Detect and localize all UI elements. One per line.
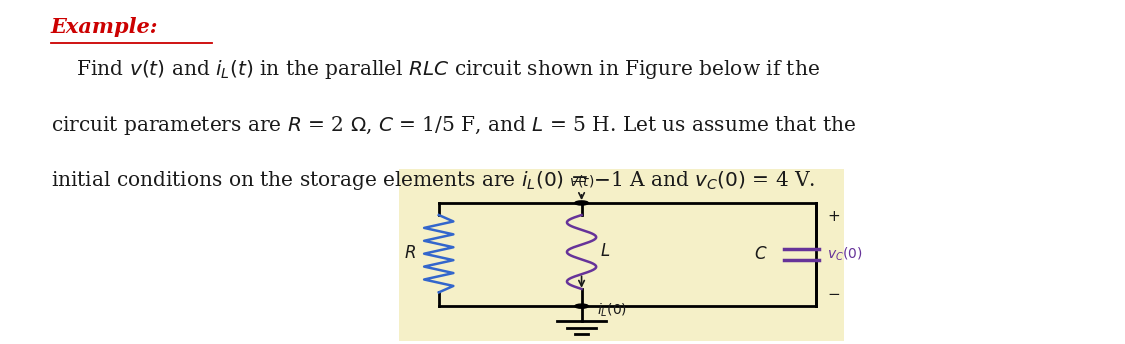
Text: Find $v(t)$ and $i_L(t)$ in the parallel $RLC$ circuit shown in Figure below if : Find $v(t)$ and $i_L(t)$ in the parallel… <box>51 58 819 82</box>
Text: $+$: $+$ <box>827 209 840 224</box>
Text: initial conditions on the storage elements are $i_L(0)$ = $-$1 A and $v_C(0)$ = : initial conditions on the storage elemen… <box>51 169 814 192</box>
Circle shape <box>575 201 588 205</box>
FancyBboxPatch shape <box>399 169 844 341</box>
Text: $v(t)$: $v(t)$ <box>569 173 594 189</box>
Text: $C$: $C$ <box>754 246 767 263</box>
Text: $-$: $-$ <box>827 285 840 300</box>
Text: $v_C(0)$: $v_C(0)$ <box>827 246 863 263</box>
Circle shape <box>575 304 588 308</box>
Text: $R$: $R$ <box>404 245 416 262</box>
Text: $i_L(0)$: $i_L(0)$ <box>597 302 628 320</box>
Text: $L$: $L$ <box>600 244 610 260</box>
Text: Example:: Example: <box>51 17 159 37</box>
Text: circuit parameters are $R$ = 2 $\Omega$, $C$ = 1/5 F, and $L$ = 5 H. Let us assu: circuit parameters are $R$ = 2 $\Omega$,… <box>51 114 856 137</box>
